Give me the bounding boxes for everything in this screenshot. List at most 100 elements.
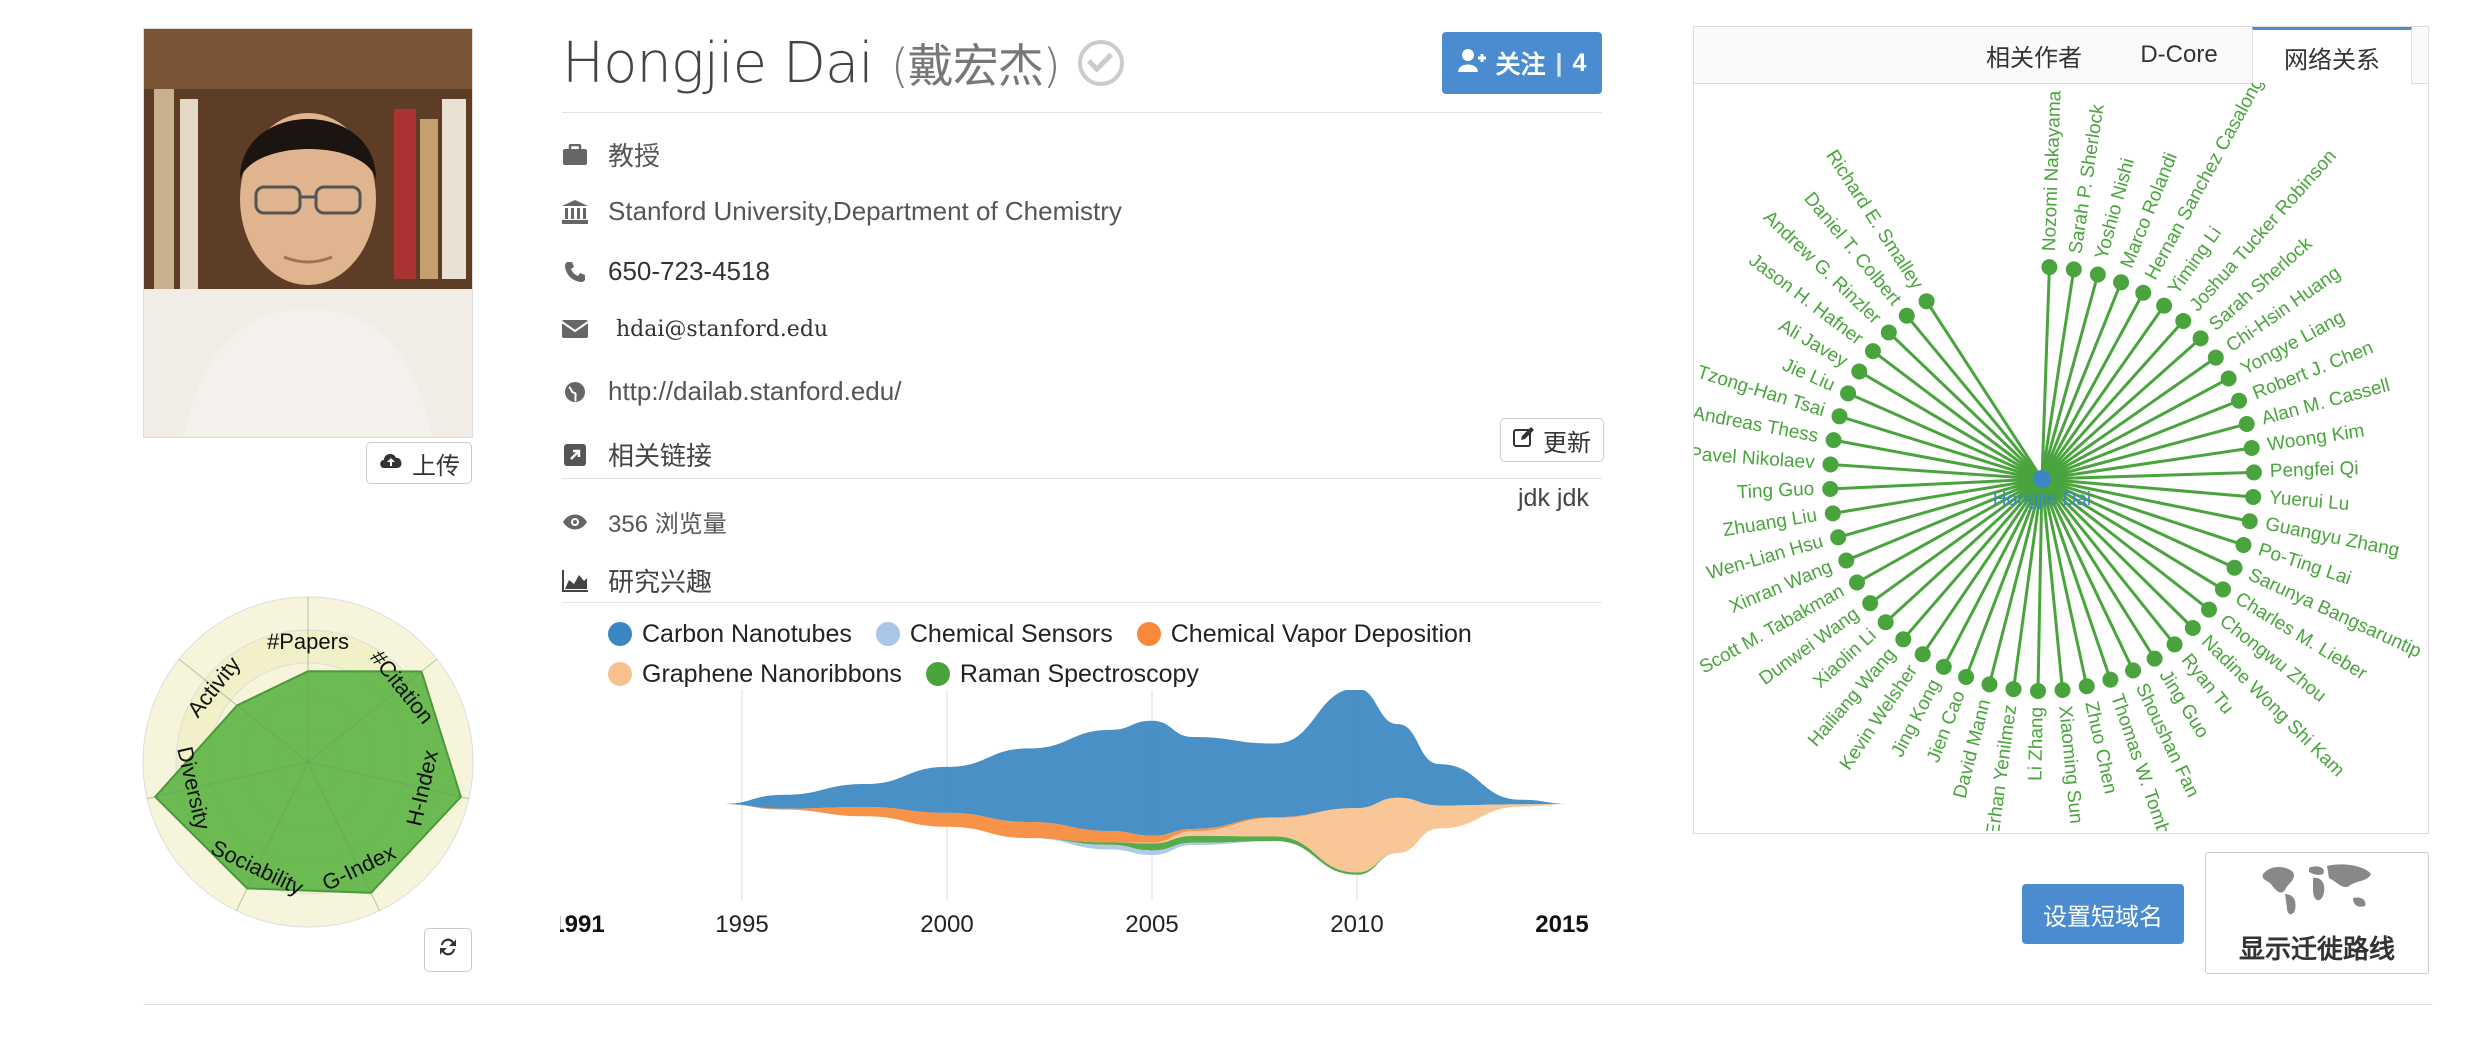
coauthor-node[interactable] (2241, 513, 2258, 530)
upload-photo-button[interactable]: 上传 (366, 442, 472, 484)
coauthor-node[interactable] (2089, 266, 2106, 283)
radar-axis-line (307, 761, 381, 911)
show-migration-route-button[interactable]: 显示迁徙路线 (2205, 852, 2429, 974)
coauthor-node[interactable] (2243, 440, 2260, 457)
tab-related-authors[interactable]: 相关作者 (1986, 44, 2082, 72)
homepage-row: http://dailab.stanford.edu/ (562, 376, 901, 407)
profile-name: Hongjie Dai (562, 31, 874, 96)
coauthor-label[interactable]: Nozomi Nakayama (2039, 90, 2066, 252)
coauthor-node[interactable] (1862, 595, 1879, 612)
coauthor-node[interactable] (2214, 581, 2231, 598)
update-button[interactable]: 更新 (1500, 418, 1604, 462)
coauthor-node[interactable] (2029, 682, 2046, 699)
coauthor-node[interactable] (2245, 464, 2262, 481)
coauthor-node[interactable] (2192, 330, 2209, 347)
coauthor-node[interactable] (1981, 676, 1998, 693)
coauthor-node[interactable] (2245, 488, 2262, 505)
coauthor-node[interactable] (2184, 619, 2201, 636)
coauthor-node[interactable] (2065, 261, 2082, 278)
links-label[interactable]: 相关链接 (608, 441, 713, 471)
affiliation-text: Stanford University,Department of Chemis… (608, 196, 1122, 226)
coauthor-node[interactable] (1824, 505, 1841, 522)
coauthor-node[interactable] (2220, 370, 2237, 387)
upload-label: 上传 (412, 452, 460, 480)
coauthor-node[interactable] (2041, 259, 2058, 276)
profile-radar-chart: #Papers#CitationH-IndexG-IndexSociabilit… (142, 596, 474, 928)
coauthor-node[interactable] (1914, 646, 1931, 663)
coauthor-node[interactable] (2005, 681, 2022, 698)
coauthor-node[interactable] (1898, 307, 1915, 324)
profile-photo (143, 28, 473, 438)
legend-item[interactable]: Chemical Sensors (875, 614, 1113, 654)
profile-photo-image (144, 29, 472, 437)
views-text: 356 浏览量 (608, 511, 727, 538)
coauthor-label[interactable]: Xiaoming Sun (2054, 705, 2086, 825)
coauthor-node[interactable] (2226, 559, 2243, 576)
coauthor-node[interactable] (2201, 601, 2218, 618)
user-plus-icon (1457, 48, 1486, 79)
center-author-node[interactable] (2033, 470, 2051, 488)
coauthor-node[interactable] (2102, 671, 2119, 688)
stream-series-graphene-nanoribbons[interactable] (721, 797, 1571, 873)
globe-icon (562, 379, 588, 405)
legend-item[interactable]: Raman Spectroscopy (925, 654, 1199, 694)
coauthor-node[interactable] (2054, 682, 2071, 699)
homepage-link[interactable]: http://dailab.stanford.edu/ (608, 376, 902, 406)
follow-button[interactable]: 关注 | 4 (1442, 32, 1602, 94)
coauthor-node[interactable] (1825, 432, 1842, 449)
radar-axis-line (235, 761, 309, 911)
coauthor-node[interactable] (1822, 480, 1839, 497)
coauthor-node[interactable] (1830, 529, 1847, 546)
coauthor-label[interactable]: Pavel Nikolaev (1694, 444, 1816, 474)
coauthor-node[interactable] (2113, 274, 2130, 291)
coauthor-label[interactable]: Li Zhang (2025, 707, 2047, 781)
coauthor-edge (1858, 370, 2043, 481)
radar-refresh-button[interactable] (424, 928, 472, 972)
coauthor-label[interactable]: Woong Kim (2266, 420, 2366, 455)
coauthor-node[interactable] (1822, 456, 1839, 473)
legend-item[interactable]: Carbon Nanotubes (608, 614, 852, 654)
legend-item[interactable]: Chemical Vapor Deposition (1136, 614, 1472, 654)
coauthor-label[interactable]: Ting Guo (1736, 479, 1814, 504)
coauthor-label[interactable]: Pengfei Qi (2270, 458, 2359, 482)
coauthor-node[interactable] (1877, 614, 1894, 631)
coauthor-edge (1830, 477, 2043, 491)
coauthor-node[interactable] (1958, 668, 1975, 685)
tab-network-relations[interactable]: 网络关系 (2252, 27, 2412, 85)
coauthor-node[interactable] (2135, 284, 2152, 301)
coauthor-node[interactable] (1895, 631, 1912, 648)
coauthor-label[interactable]: Yuerui Lu (2268, 487, 2350, 515)
coauthor-node[interactable] (1831, 408, 1848, 425)
coauthor-node[interactable] (2166, 636, 2183, 653)
coauthor-node[interactable] (2146, 650, 2163, 667)
legend-swatch (608, 662, 632, 686)
coauthor-node[interactable] (1838, 552, 1855, 569)
coauthor-node[interactable] (1864, 343, 1881, 360)
set-short-domain-button[interactable]: 设置短域名 (2022, 884, 2184, 944)
coauthor-node[interactable] (1880, 324, 1897, 341)
legend-swatch (608, 622, 632, 646)
email-text[interactable]: hdai@stanford.edu (616, 316, 829, 342)
coauthor-edge (2041, 356, 2217, 481)
coauthor-edge (1964, 478, 2044, 678)
coauthor-node[interactable] (2231, 392, 2248, 409)
tab-d-core[interactable]: D-Core (2140, 41, 2218, 68)
coauthor-node[interactable] (2125, 662, 2142, 679)
coauthor-node[interactable] (1840, 385, 1857, 402)
migration-label: 显示迁徙路线 (2238, 934, 2395, 964)
coauthor-node[interactable] (2175, 312, 2192, 329)
coauthor-node[interactable] (2156, 297, 2173, 314)
coauthor-node[interactable] (1918, 293, 1935, 310)
stream-series-carbon-nanotubes[interactable] (721, 690, 1571, 836)
coauthor-node[interactable] (2078, 678, 2095, 695)
coauthor-node[interactable] (2235, 536, 2252, 553)
network-tabs: 相关作者 D-Core 网络关系 (1694, 27, 2428, 85)
coauthor-node[interactable] (2207, 349, 2224, 366)
coauthor-node[interactable] (1935, 658, 1952, 675)
coauthor-node[interactable] (1848, 574, 1865, 591)
phone-row: 650-723-4518 (562, 256, 770, 287)
update-label: 更新 (1543, 429, 1591, 457)
legend-item[interactable]: Graphene Nanoribbons (608, 654, 902, 694)
coauthor-node[interactable] (2238, 415, 2255, 432)
coauthor-node[interactable] (1851, 363, 1868, 380)
